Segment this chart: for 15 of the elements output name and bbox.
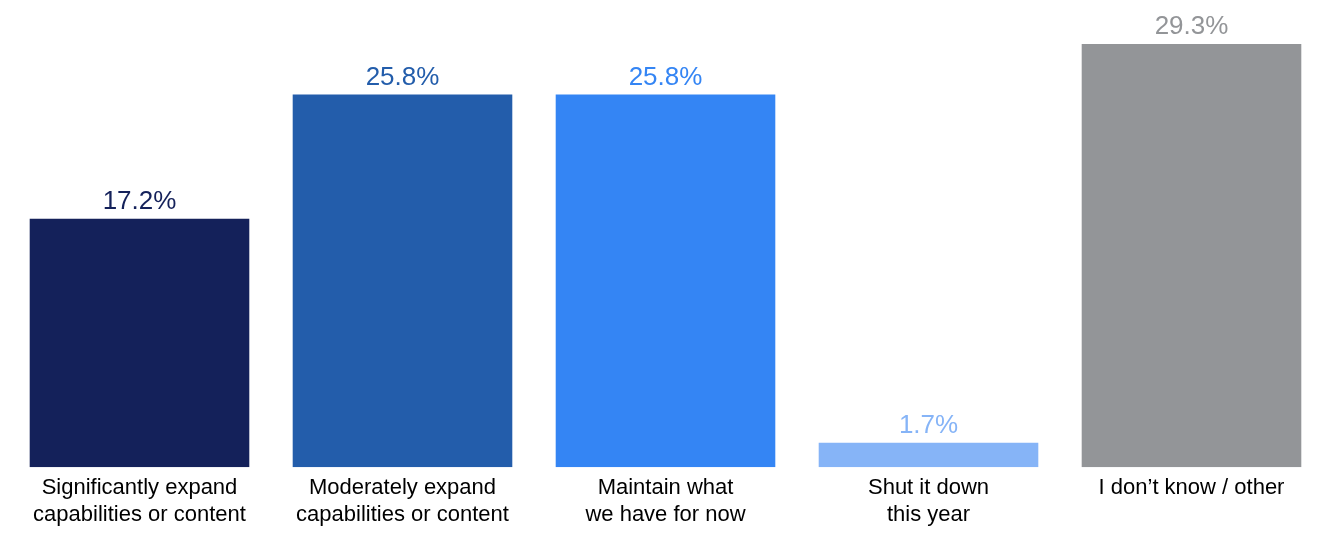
data-label: 25.8%: [628, 60, 703, 91]
bar: [292, 94, 513, 468]
x-tick-label: Shut it down this year: [867, 474, 990, 526]
bar: [29, 218, 250, 468]
data-label: 25.8%: [365, 60, 440, 91]
x-tick-label: Maintain what we have for now: [584, 474, 746, 526]
data-label: 29.3%: [1154, 10, 1229, 41]
data-label: 17.2%: [102, 184, 177, 215]
bar: [555, 94, 776, 468]
x-tick-label: Moderately expand capabilities or content: [296, 474, 509, 526]
x-tick-label: Significantly expand capabilities or content: [33, 474, 246, 526]
data-label: 1.7%: [898, 408, 959, 439]
x-tick-label: I don’t know / other: [1098, 474, 1285, 500]
bar: [818, 442, 1039, 468]
bar: [1081, 44, 1302, 468]
